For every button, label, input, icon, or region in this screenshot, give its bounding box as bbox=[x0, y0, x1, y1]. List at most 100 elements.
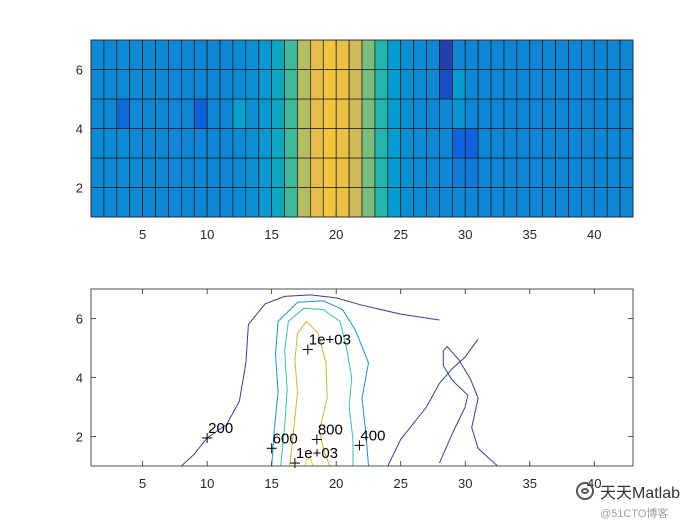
heatmap-cell bbox=[542, 157, 556, 188]
heatmap-cell bbox=[284, 69, 298, 100]
heatmap-ytick-label: 2 bbox=[76, 181, 83, 196]
heatmap-cell bbox=[322, 157, 337, 188]
heatmap-cell bbox=[116, 157, 131, 188]
heatmap-cell bbox=[245, 128, 260, 159]
heatmap-cell bbox=[232, 69, 247, 100]
heatmap-cell bbox=[129, 69, 143, 100]
heatmap-cell bbox=[155, 98, 169, 129]
heatmap-cell bbox=[619, 69, 634, 100]
heatmap-cell bbox=[103, 187, 118, 218]
heatmap-cell bbox=[581, 157, 595, 188]
heatmap-cell bbox=[206, 128, 221, 159]
heatmap-cell bbox=[516, 98, 531, 129]
heatmap-cell bbox=[116, 98, 131, 129]
heatmap-cell bbox=[129, 128, 143, 159]
heatmap-cell bbox=[387, 187, 402, 218]
heatmap-cell bbox=[90, 128, 105, 159]
contour-label: 1e+03 bbox=[309, 331, 351, 348]
heatmap-cell bbox=[555, 187, 569, 218]
heatmap-cell bbox=[103, 157, 118, 188]
contour-label: 800 bbox=[318, 421, 343, 438]
watermark-sub: @51CTO博客 bbox=[599, 508, 669, 520]
heatmap-cell bbox=[142, 98, 156, 129]
heatmap-cell bbox=[297, 187, 311, 218]
heatmap-cell bbox=[116, 39, 131, 70]
heatmap-cell bbox=[426, 157, 440, 188]
heatmap-cell bbox=[529, 128, 544, 159]
heatmap-cell bbox=[297, 157, 311, 188]
heatmap-cell bbox=[426, 98, 440, 129]
heatmap-cell bbox=[581, 69, 595, 100]
heatmap-cell bbox=[245, 187, 260, 218]
heatmap-cell bbox=[387, 39, 402, 70]
heatmap-cell bbox=[180, 69, 195, 100]
heatmap-cell bbox=[335, 39, 350, 70]
heatmap-cell bbox=[193, 98, 208, 129]
heatmap-cell bbox=[503, 157, 518, 188]
heatmap-cell bbox=[90, 69, 105, 100]
heatmap-cell bbox=[477, 128, 492, 159]
heatmap-cell bbox=[374, 157, 389, 188]
watermark-name-row: 天天Matlab bbox=[575, 479, 680, 503]
heatmap-cell bbox=[271, 69, 285, 100]
heatmap-cell bbox=[361, 69, 376, 100]
heatmap-cell bbox=[142, 187, 156, 218]
heatmap-cell bbox=[439, 98, 453, 129]
heatmap-cell bbox=[477, 39, 492, 70]
heatmap-cell bbox=[606, 157, 621, 188]
heatmap-cell bbox=[426, 39, 440, 70]
heatmap-cell bbox=[606, 69, 621, 100]
heatmap-cell bbox=[90, 98, 105, 129]
contour-label: 400 bbox=[360, 427, 385, 444]
heatmap-cell bbox=[103, 69, 118, 100]
heatmap-cell bbox=[400, 157, 414, 188]
heatmap-cell bbox=[271, 187, 285, 218]
heatmap-cell bbox=[451, 39, 466, 70]
heatmap-cell bbox=[103, 39, 118, 70]
contour-ytick-label: 4 bbox=[76, 371, 83, 386]
heatmap-cell bbox=[606, 98, 621, 129]
heatmap-cell bbox=[335, 98, 350, 129]
heatmap-cell bbox=[361, 39, 376, 70]
heatmap-cell bbox=[606, 187, 621, 218]
heatmap-cell bbox=[477, 69, 492, 100]
heatmap-cell bbox=[322, 69, 337, 100]
heatmap-cell bbox=[516, 69, 531, 100]
heatmap-cell bbox=[439, 39, 453, 70]
heatmap-cell bbox=[258, 98, 273, 129]
heatmap-cell bbox=[581, 187, 595, 218]
heatmap-cell bbox=[271, 39, 285, 70]
heatmap-cell bbox=[90, 39, 105, 70]
heatmap-cell bbox=[142, 128, 156, 159]
heatmap-cell bbox=[464, 187, 479, 218]
heatmap-cell bbox=[581, 39, 595, 70]
heatmap-cell bbox=[464, 39, 479, 70]
heatmap-cell bbox=[310, 157, 324, 188]
contour-xtick-label: 5 bbox=[139, 476, 146, 491]
heatmap-cell bbox=[245, 69, 260, 100]
heatmap-cell bbox=[555, 69, 569, 100]
heatmap-cell bbox=[477, 187, 492, 218]
heatmap-cell bbox=[142, 69, 156, 100]
heatmap-cell bbox=[348, 39, 363, 70]
contour-xtick-label: 30 bbox=[458, 476, 472, 491]
heatmap-cell bbox=[568, 39, 582, 70]
heatmap-cell bbox=[103, 128, 118, 159]
contour-xtick-label: 15 bbox=[264, 476, 278, 491]
heatmap-cell bbox=[284, 157, 298, 188]
heatmap-cell bbox=[451, 98, 466, 129]
heatmap-cell bbox=[297, 39, 311, 70]
heatmap-xtick-label: 15 bbox=[264, 227, 278, 242]
heatmap-cell bbox=[413, 157, 427, 188]
heatmap-cell bbox=[568, 157, 582, 188]
heatmap-cell bbox=[322, 187, 337, 218]
heatmap-cell bbox=[258, 69, 273, 100]
heatmap-cell bbox=[168, 98, 182, 129]
heatmap-cell bbox=[464, 98, 479, 129]
heatmap-cell bbox=[155, 187, 169, 218]
heatmap-cell bbox=[206, 69, 221, 100]
heatmap-cell bbox=[348, 98, 363, 129]
heatmap-cell bbox=[335, 157, 350, 188]
contour-background bbox=[91, 289, 633, 466]
heatmap-cell bbox=[206, 98, 221, 129]
